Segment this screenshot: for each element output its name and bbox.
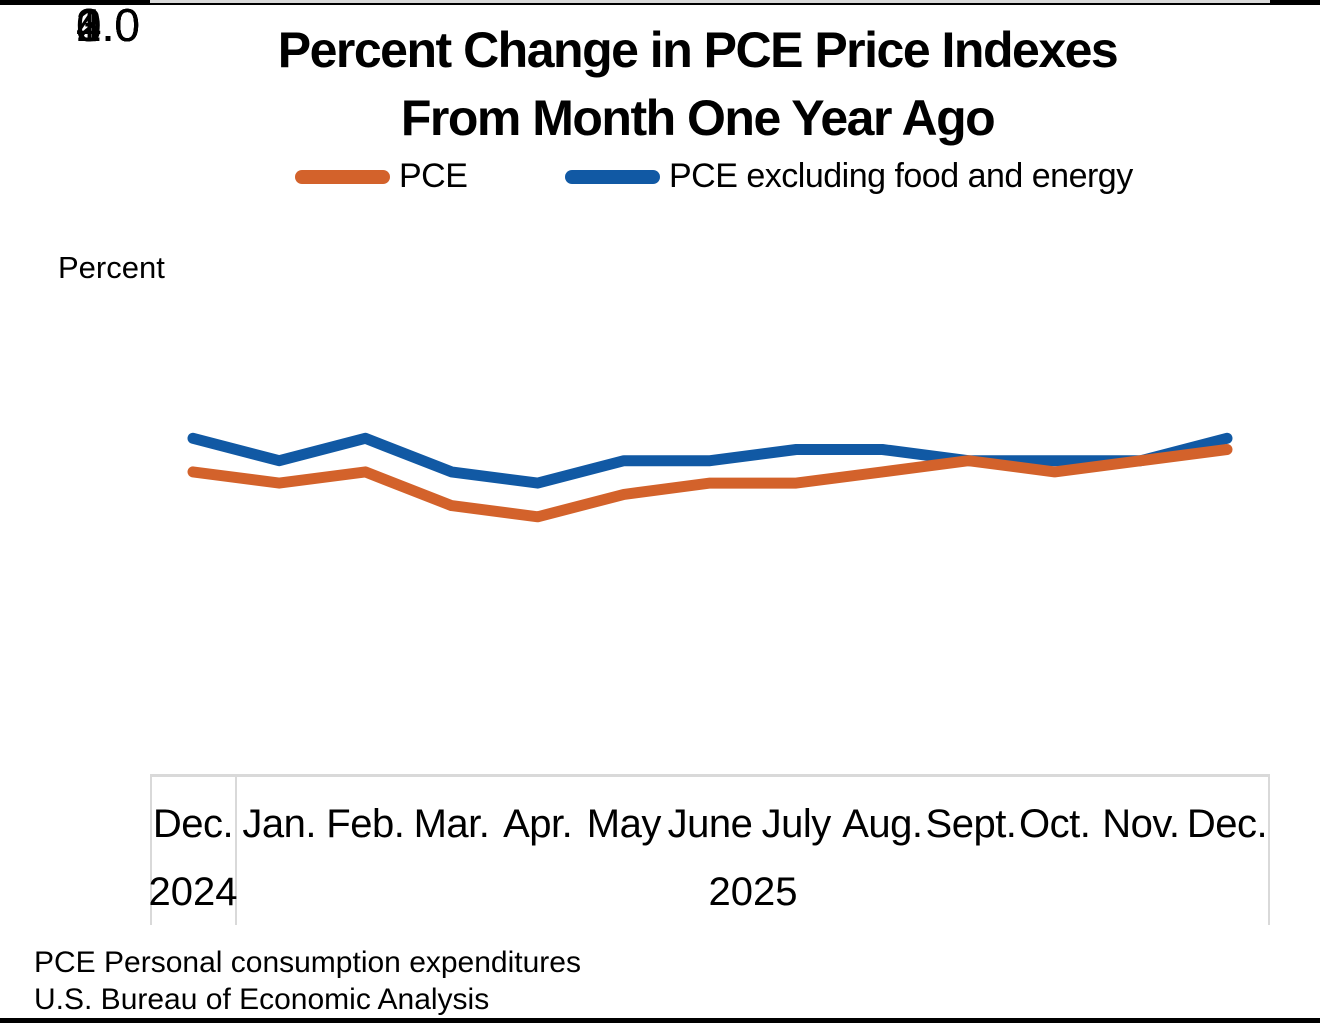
x-tick-label: Aug. bbox=[842, 802, 923, 846]
y-tick-label: 2.0 bbox=[76, 0, 140, 51]
x-tick-label: Apr. bbox=[503, 802, 573, 846]
pce-line-swatch bbox=[295, 169, 390, 184]
x-tick-label: Dec. bbox=[152, 802, 234, 846]
y-tick-label: 1.0 bbox=[76, 0, 140, 51]
x-axis-line bbox=[150, 0, 1270, 3]
footer-source-note: U.S. Bureau of Economic Analysis bbox=[34, 983, 490, 1016]
legend: PCE PCE excluding food and energy bbox=[295, 157, 1133, 196]
year-label-2025: 2025 bbox=[708, 870, 798, 914]
pce-line bbox=[187, 444, 1233, 523]
chart-title-line1: Percent Change in PCE Price Indexes bbox=[277, 22, 1119, 78]
legend-label-core-pce: PCE excluding food and energy bbox=[669, 157, 1133, 195]
y-axis-unit-label: Percent bbox=[58, 250, 165, 285]
legend-item-core-pce: PCE excluding food and energy bbox=[565, 157, 1133, 196]
x-tick-label: Jan. bbox=[242, 802, 316, 846]
chart-title-line2: From Month One Year Ago bbox=[400, 90, 996, 146]
x-tick-label: Oct. bbox=[1019, 802, 1091, 846]
bottom-border-rule bbox=[0, 1018, 1320, 1023]
core-pce-line bbox=[187, 432, 1233, 489]
y-tick-label: 3.0 bbox=[76, 0, 140, 51]
x-tick-label: Sept. bbox=[925, 802, 1017, 846]
x-tick-label: Dec. bbox=[1186, 802, 1268, 846]
legend-item-pce: PCE bbox=[295, 157, 565, 196]
footer-notes: PCE Personal consumption expenditures U.… bbox=[34, 944, 581, 1018]
y-tick-label: 0.0 bbox=[76, 0, 140, 51]
footer-abbreviation-note: PCE Personal consumption expenditures bbox=[34, 946, 581, 979]
x-tick-label: June bbox=[667, 802, 753, 846]
gridline-4 bbox=[150, 774, 1270, 777]
x-tick-label: Mar. bbox=[413, 802, 490, 846]
axis-divider-right bbox=[1268, 777, 1270, 925]
x-tick-label: July bbox=[761, 802, 832, 846]
x-tick-label: Nov. bbox=[1102, 802, 1180, 846]
axis-divider-year-boundary bbox=[235, 777, 237, 925]
x-tick-label: May bbox=[586, 802, 662, 846]
x-tick-label: Feb. bbox=[326, 802, 405, 846]
year-label-2024: 2024 bbox=[148, 870, 238, 914]
chart-title: Percent Change in PCE Price Indexes From… bbox=[75, 16, 1320, 152]
y-tick-label: 4.0 bbox=[76, 0, 140, 51]
core-pce-line-swatch bbox=[565, 169, 660, 184]
axis-divider-left bbox=[150, 777, 152, 925]
legend-label-pce: PCE bbox=[399, 157, 468, 195]
